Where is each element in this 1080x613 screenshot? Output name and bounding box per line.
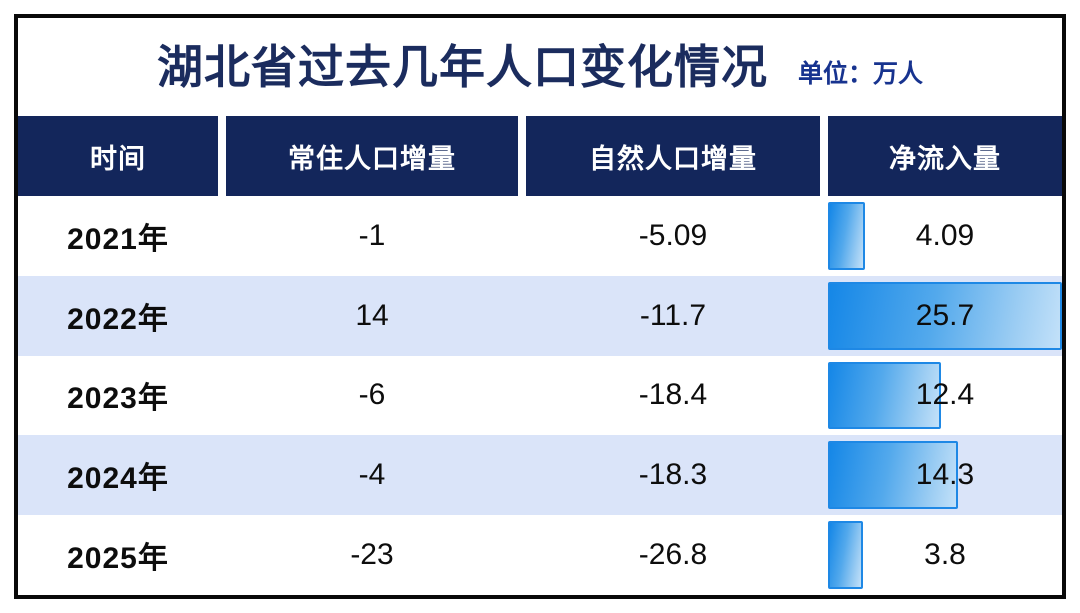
net-inflow-value: 25.7 [915,298,975,332]
natural-increment-cell: -18.4 [638,378,708,412]
table-row-2021: 2021年 -1 -5.09 4.09 [18,196,1062,276]
natural-increment-cell: -18.3 [638,458,708,492]
net-inflow-value: 4.09 [915,218,975,252]
resident-increment-cell: -1 [358,218,386,252]
unit-label: 单位：万人 [797,59,923,88]
resident-increment-cell: -6 [358,378,386,412]
page-title: 湖北省过去几年人口变化情况 [156,41,768,93]
year-cell: 2021年 [67,222,169,256]
table-row-2024: 2024年 -4 -18.3 14.3 [18,435,1062,516]
column-header-net-inflow: 净流入量 [828,116,1062,196]
column-header-time: 时间 [18,116,218,196]
net-inflow-cell: 3.8 [828,515,1062,595]
natural-increment-cell: -5.09 [638,218,708,252]
table-row-2025: 2025年 -23 -26.8 3.8 [18,515,1062,595]
year-cell: 2023年 [67,382,169,416]
net-inflow-cell: 4.09 [828,196,1062,276]
net-inflow-bar [828,521,863,589]
table-row-2023: 2023年 -6 -18.4 12.4 [18,355,1062,436]
column-header-resident-increment: 常住人口增量 [226,116,518,196]
resident-increment-cell: -23 [350,538,394,572]
table-frame: 湖北省过去几年人口变化情况 单位：万人 时间 常住人口增量 自然人口增量 净流入… [14,14,1066,599]
year-cell: 2024年 [67,462,169,496]
resident-increment-cell: 14 [355,298,389,332]
net-inflow-bar [828,441,959,510]
resident-increment-cell: -4 [358,458,386,492]
table-header: 时间 常住人口增量 自然人口增量 净流入量 [18,116,1062,196]
title-bar: 湖北省过去几年人口变化情况 单位：万人 [18,18,1062,116]
natural-increment-cell: -11.7 [639,298,707,332]
net-inflow-cell: 12.4 [828,356,1062,436]
net-inflow-bar [828,361,941,430]
net-inflow-value: 14.3 [915,458,975,492]
net-inflow-cell: 14.3 [828,435,1062,515]
net-inflow-bar [828,202,866,270]
year-cell: 2025年 [67,542,169,576]
net-inflow-cell: 25.7 [828,276,1062,356]
natural-increment-cell: -26.8 [638,538,708,572]
net-inflow-value: 12.4 [915,378,975,412]
column-header-natural-increment: 自然人口增量 [526,116,820,196]
table-row-2022: 2022年 14 -11.7 25.7 [18,275,1062,356]
net-inflow-value: 3.8 [924,538,966,572]
year-cell: 2022年 [67,302,169,336]
net-inflow-bar [828,281,1062,350]
